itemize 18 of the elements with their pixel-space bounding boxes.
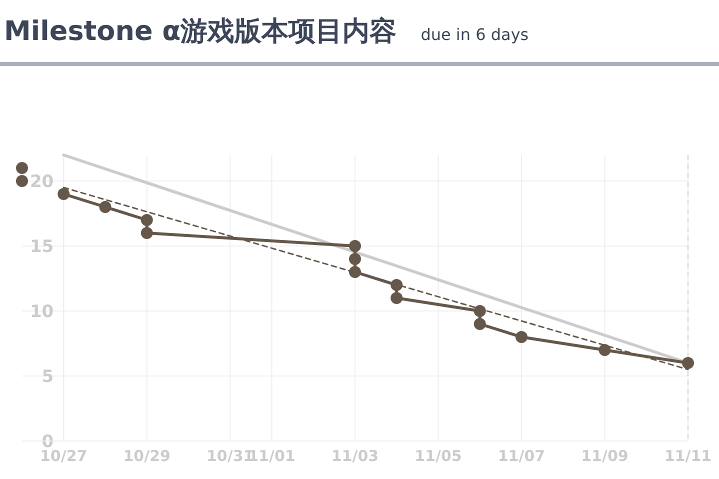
point <box>349 253 361 265</box>
chart-subtitle: due in 6 days <box>420 25 529 44</box>
point <box>140 214 153 226</box>
chart-title: Milestone α游戏版本项目内容 <box>4 16 397 47</box>
point <box>58 188 70 200</box>
point <box>349 240 361 252</box>
point <box>140 227 153 239</box>
point <box>99 201 112 213</box>
point <box>390 292 403 304</box>
point <box>390 279 403 291</box>
point <box>16 175 28 187</box>
point <box>598 344 611 356</box>
point <box>682 357 694 369</box>
point <box>474 305 486 317</box>
point <box>16 162 28 174</box>
point <box>516 331 528 343</box>
point <box>349 266 361 278</box>
point <box>474 318 486 330</box>
